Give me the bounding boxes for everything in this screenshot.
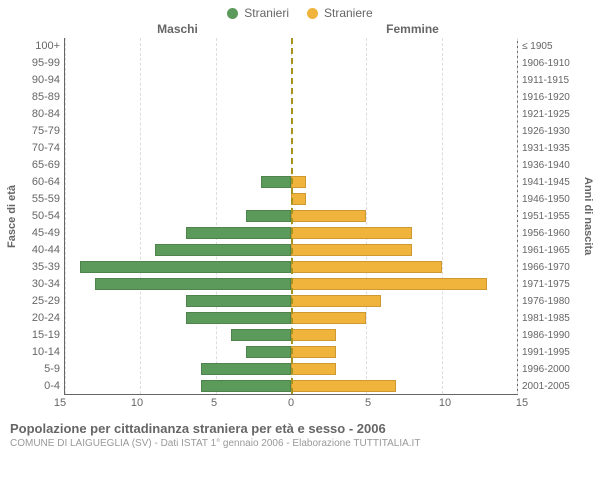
age-label: 75-79	[22, 123, 60, 140]
birth-year-label: 1951-1955	[522, 208, 578, 225]
header-male: Maschi	[60, 22, 295, 36]
footer: Popolazione per cittadinanza straniera p…	[0, 413, 600, 449]
age-label: 55-59	[22, 191, 60, 208]
bar-male	[186, 227, 291, 239]
age-label: 10-14	[22, 344, 60, 361]
age-label: 25-29	[22, 293, 60, 310]
bar-female	[291, 261, 442, 273]
age-label: 45-49	[22, 225, 60, 242]
x-tick-label: 10	[131, 397, 143, 409]
x-tick-label: 5	[211, 397, 217, 409]
gridline	[517, 38, 518, 394]
birth-year-label: 2001-2005	[522, 378, 578, 395]
birth-year-label: 1926-1930	[522, 123, 578, 140]
birth-year-label: 1966-1970	[522, 259, 578, 276]
age-label: 70-74	[22, 140, 60, 157]
birth-year-label: 1981-1985	[522, 310, 578, 327]
birth-year-label: 1916-1920	[522, 89, 578, 106]
plot-area	[64, 38, 518, 395]
bar-female	[291, 193, 306, 205]
age-label: 40-44	[22, 242, 60, 259]
age-label: 50-54	[22, 208, 60, 225]
bar-male	[201, 380, 291, 392]
age-label: 65-69	[22, 157, 60, 174]
legend: Stranieri Straniere	[0, 0, 600, 20]
x-tick-label: 15	[54, 397, 66, 409]
bar-female	[291, 295, 381, 307]
legend-item-male: Stranieri	[227, 6, 289, 20]
bar-female	[291, 227, 412, 239]
column-headers: Maschi Femmine	[0, 20, 600, 38]
chart: Fasce di età 100+95-9990-9485-8980-8475-…	[0, 38, 600, 395]
age-label: 30-34	[22, 276, 60, 293]
bar-male	[80, 261, 291, 273]
bar-male	[261, 176, 291, 188]
y-axis-title-left: Fasce di età	[6, 38, 22, 395]
y-axis-title-right: Anni di nascita	[578, 38, 594, 395]
age-label: 90-94	[22, 72, 60, 89]
birth-year-label: 1936-1940	[522, 157, 578, 174]
bar-male	[186, 295, 291, 307]
age-label: 0-4	[22, 378, 60, 395]
female-swatch	[307, 8, 318, 19]
legend-male-label: Stranieri	[244, 6, 289, 20]
footer-title: Popolazione per cittadinanza straniera p…	[10, 421, 590, 436]
birth-year-labels: ≤ 19051906-19101911-19151916-19201921-19…	[518, 38, 578, 395]
birth-year-label: 1931-1935	[522, 140, 578, 157]
birth-year-label: 1996-2000	[522, 361, 578, 378]
bar-male	[246, 346, 291, 358]
bar-female	[291, 278, 487, 290]
x-tick-label: 10	[439, 397, 451, 409]
bar-male	[201, 363, 291, 375]
bar-male	[231, 329, 291, 341]
birth-year-label: 1946-1950	[522, 191, 578, 208]
bar-female	[291, 210, 366, 222]
center-line	[291, 38, 293, 394]
birth-year-label: 1961-1965	[522, 242, 578, 259]
bar-female	[291, 176, 306, 188]
male-swatch	[227, 8, 238, 19]
birth-year-label: 1956-1960	[522, 225, 578, 242]
legend-female-label: Straniere	[324, 6, 373, 20]
birth-year-label: 1991-1995	[522, 344, 578, 361]
birth-year-label: 1971-1975	[522, 276, 578, 293]
birth-year-label: 1906-1910	[522, 55, 578, 72]
birth-year-label: 1986-1990	[522, 327, 578, 344]
x-axis: 15 10 5 0 5 10 15	[0, 395, 600, 413]
age-label: 15-19	[22, 327, 60, 344]
x-tick-label: 15	[516, 397, 528, 409]
age-label: 100+	[22, 38, 60, 55]
bar-female	[291, 380, 396, 392]
birth-year-label: 1976-1980	[522, 293, 578, 310]
footer-subtitle: COMUNE DI LAIGUEGLIA (SV) - Dati ISTAT 1…	[10, 436, 590, 449]
age-label: 60-64	[22, 174, 60, 191]
birth-year-label: 1921-1925	[522, 106, 578, 123]
age-axis-labels: 100+95-9990-9485-8980-8475-7970-7465-696…	[22, 38, 64, 395]
bar-male	[246, 210, 291, 222]
bar-female	[291, 329, 336, 341]
bar-female	[291, 363, 336, 375]
age-label: 5-9	[22, 361, 60, 378]
age-label: 80-84	[22, 106, 60, 123]
age-label: 35-39	[22, 259, 60, 276]
age-label: 95-99	[22, 55, 60, 72]
header-female: Femmine	[295, 22, 530, 36]
birth-year-label: 1911-1915	[522, 72, 578, 89]
birth-year-label: ≤ 1905	[522, 38, 578, 55]
bar-female	[291, 312, 366, 324]
age-label: 20-24	[22, 310, 60, 327]
legend-item-female: Straniere	[307, 6, 373, 20]
x-tick-label: 0	[288, 397, 294, 409]
bar-male	[186, 312, 291, 324]
bar-female	[291, 346, 336, 358]
age-label: 85-89	[22, 89, 60, 106]
bar-female	[291, 244, 412, 256]
x-tick-label: 5	[365, 397, 371, 409]
bar-male	[95, 278, 291, 290]
birth-year-label: 1941-1945	[522, 174, 578, 191]
bar-male	[155, 244, 291, 256]
